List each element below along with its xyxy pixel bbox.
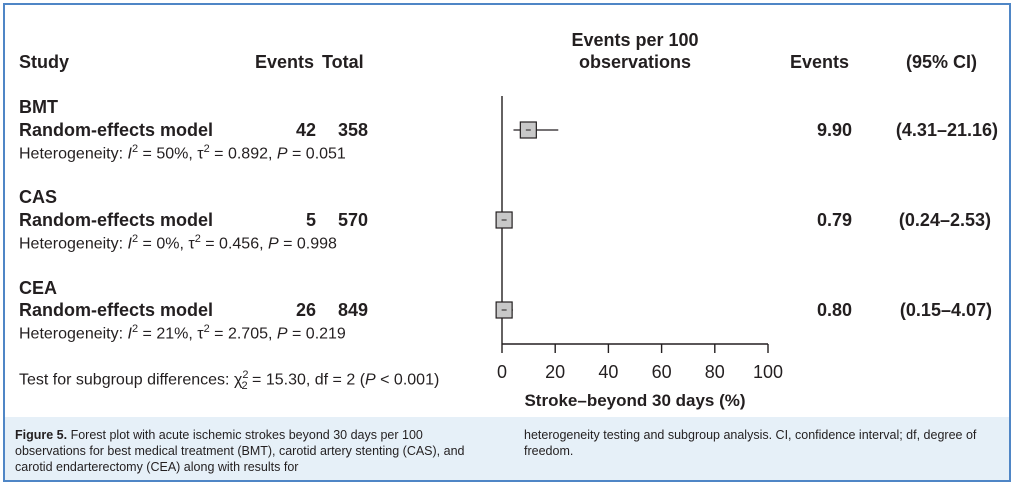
x-axis-label: Stroke–beyond 30 days (%) — [470, 391, 800, 411]
x-tick-label: 80 — [705, 362, 725, 382]
x-tick-label: 100 — [753, 362, 783, 382]
x-tick-label: 20 — [545, 362, 565, 382]
caption-left: Figure 5. Forest plot with acute ischemi… — [15, 427, 490, 475]
forest-plot: 0 20 40 60 80 100 — [0, 0, 1016, 420]
x-tick-label: 60 — [652, 362, 672, 382]
caption-label: Figure 5. — [15, 428, 67, 442]
x-tick-label: 0 — [497, 362, 507, 382]
caption-text-left: Forest plot with acute ischemic strokes … — [15, 428, 464, 474]
x-tick-label: 40 — [598, 362, 618, 382]
caption-right: heterogeneity testing and subgroup analy… — [524, 427, 989, 459]
